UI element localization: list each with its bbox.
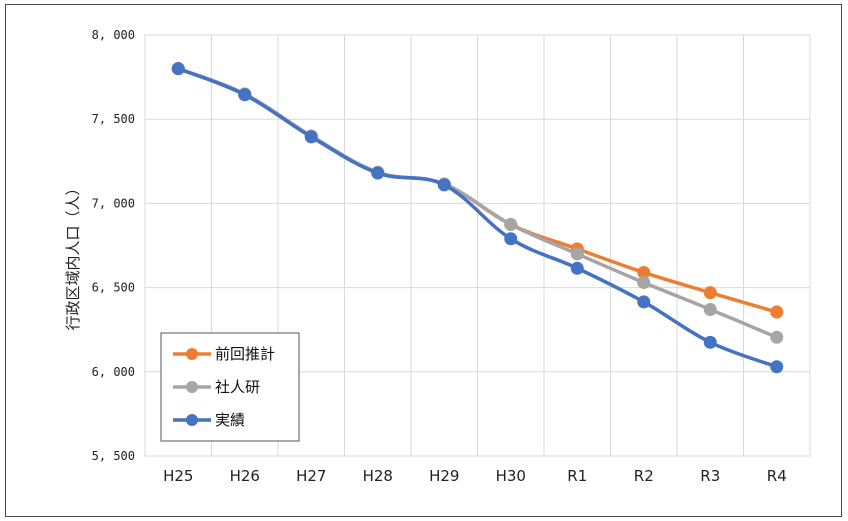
data-point: [570, 247, 584, 261]
series-2: [171, 62, 784, 374]
data-point: [770, 330, 784, 344]
series-line: [177, 67, 778, 369]
y-tick-label: 7, 500: [92, 112, 135, 126]
y-tick-label: 7, 000: [92, 196, 135, 210]
x-tick-label: H28: [363, 467, 393, 485]
legend-label: 前回推計: [215, 345, 275, 363]
data-point: [504, 217, 518, 231]
series-group: [171, 62, 784, 374]
x-tick-label: R4: [767, 467, 787, 485]
y-tick-label: 8, 000: [92, 28, 135, 42]
y-tick-label: 6, 500: [92, 281, 135, 295]
data-point: [703, 286, 717, 300]
data-point: [238, 88, 252, 102]
legend-label: 社人研: [215, 378, 260, 396]
x-axis-ticks: H25 H26 H27 H28 H29 H30 R1 R2 R3 R4: [163, 467, 787, 485]
x-tick-label: R1: [567, 467, 587, 485]
x-tick-label: H26: [230, 467, 260, 485]
data-point: [770, 360, 784, 374]
x-tick-label: H30: [496, 467, 526, 485]
data-point: [437, 178, 451, 192]
data-point: [637, 265, 651, 279]
x-tick-label: H27: [296, 467, 326, 485]
data-point: [703, 335, 717, 349]
legend-label: 実績: [215, 411, 245, 429]
y-axis-label: 行政区域内人口（人）: [64, 180, 82, 330]
legend-swatch-marker: [186, 381, 198, 393]
x-tick-label: H29: [429, 467, 459, 485]
x-tick-label: H25: [163, 467, 193, 485]
data-point: [371, 166, 385, 180]
data-point: [304, 130, 318, 144]
data-point: [637, 295, 651, 309]
data-point: [637, 276, 651, 290]
data-point: [504, 232, 518, 246]
legend-swatch-marker: [186, 414, 198, 426]
data-point: [171, 62, 185, 76]
y-tick-label: 5, 500: [92, 449, 135, 463]
y-tick-label: 6, 000: [92, 365, 135, 379]
data-point: [770, 305, 784, 319]
x-tick-label: R2: [634, 467, 654, 485]
y-axis-ticks: 5, 500 6, 000 6, 500 7, 000 7, 500 8, 000: [92, 28, 135, 463]
data-point: [703, 302, 717, 316]
data-point: [570, 261, 584, 275]
legend-swatch-marker: [186, 348, 198, 360]
x-tick-label: R3: [700, 467, 720, 485]
